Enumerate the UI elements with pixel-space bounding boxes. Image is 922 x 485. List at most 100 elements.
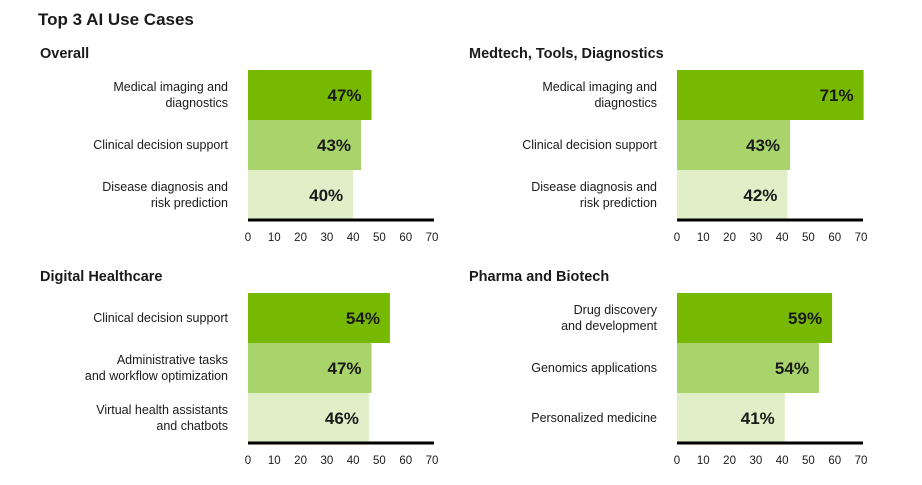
category-label-line: risk prediction (151, 196, 228, 210)
bar (677, 393, 785, 443)
chart-title: Digital Healthcare (40, 269, 163, 285)
category-label: Disease diagnosis and risk prediction (531, 180, 657, 210)
chart-title: Medtech, Tools, Diagnostics (469, 46, 664, 62)
x-tick-label: 0 (245, 455, 251, 467)
x-tick-label: 0 (674, 232, 680, 244)
bar-value-label: 40% (309, 186, 343, 205)
x-tick-label: 60 (399, 455, 412, 467)
bar (248, 393, 369, 443)
bar (248, 170, 354, 220)
chart-panel-digital-healthcare: Digital Healthcare 54% Clinical decision … (38, 269, 478, 484)
category-label: Clinical decision support (93, 138, 228, 152)
chart-title: Pharma and Biotech (469, 269, 610, 285)
x-tick-label: 0 (674, 455, 680, 467)
chart-title: Overall (40, 46, 90, 62)
bar-value-label: 42% (743, 186, 777, 205)
x-tick-label: 70 (855, 455, 868, 467)
bar-value-label: 41% (741, 409, 775, 428)
category-label-line: diagnostics (594, 96, 657, 110)
x-tick-label: 50 (373, 232, 386, 244)
category-label-line: Administrative tasks (117, 353, 228, 367)
category-label: Drug discovery and development (561, 303, 658, 333)
category-label: Medical imaging and diagnostics (542, 80, 657, 110)
x-tick-label: 10 (268, 455, 281, 467)
category-label-line: Clinical decision support (93, 311, 228, 325)
category-label-line: Disease diagnosis and (531, 180, 657, 194)
page-title: Top 3 AI Use Cases (38, 10, 194, 29)
bar-value-label: 46% (325, 409, 359, 428)
bar (677, 343, 819, 393)
category-label: Clinical decision support (522, 138, 657, 152)
x-tick-label: 20 (294, 232, 307, 244)
bar-value-label: 43% (317, 136, 351, 155)
category-label-line: Drug discovery (574, 303, 658, 317)
x-tick-label: 30 (749, 232, 762, 244)
bar-chart: 71% Medical imaging and diagnostics 43% Clin… (522, 70, 868, 244)
bar-value-label: 43% (746, 136, 780, 155)
category-label-line: Disease diagnosis and (102, 180, 228, 194)
chart-panel-medtech: Medtech, Tools, Diagnostics 71% Medical i… (467, 46, 907, 261)
bar-value-label: 47% (328, 359, 362, 378)
x-tick-label: 40 (776, 455, 789, 467)
bar (677, 120, 791, 170)
category-label-line: and chatbots (156, 419, 228, 433)
category-label-line: Genomics applications (531, 361, 657, 375)
x-tick-label: 60 (399, 232, 412, 244)
category-label-line: Virtual health assistants (96, 403, 228, 417)
bar-chart: 47% Medical imaging and diagnostics 43% Clin… (93, 70, 439, 244)
bar-chart: 54% Clinical decision support 47% Administr… (85, 293, 439, 467)
bar (677, 70, 864, 120)
category-label: Genomics applications (531, 361, 657, 375)
x-tick-label: 70 (426, 455, 439, 467)
bar (677, 293, 833, 343)
bar-value-label: 59% (788, 309, 822, 328)
x-tick-label: 60 (828, 232, 841, 244)
bar (248, 70, 372, 120)
bar (248, 343, 372, 393)
x-tick-label: 40 (776, 232, 789, 244)
category-label-line: Personalized medicine (531, 411, 657, 425)
x-tick-label: 30 (320, 455, 333, 467)
bar (248, 120, 362, 170)
x-tick-label: 70 (426, 232, 439, 244)
category-label-line: Medical imaging and (113, 80, 228, 94)
category-label-line: and workflow optimization (85, 369, 228, 383)
chart-panel-pharma-biotech: Pharma and Biotech 59% Drug discovery and … (467, 269, 907, 484)
bar (248, 293, 390, 343)
category-label: Medical imaging and diagnostics (113, 80, 228, 110)
x-tick-label: 50 (802, 455, 815, 467)
x-tick-label: 40 (347, 232, 360, 244)
category-label: Clinical decision support (93, 311, 228, 325)
x-tick-label: 0 (245, 232, 251, 244)
x-tick-label: 10 (697, 455, 710, 467)
bar-value-label: 54% (775, 359, 809, 378)
bar-value-label: 47% (328, 86, 362, 105)
category-label-line: Clinical decision support (522, 138, 657, 152)
bar (677, 170, 788, 220)
category-label-line: risk prediction (580, 196, 657, 210)
x-tick-label: 10 (268, 232, 281, 244)
x-tick-label: 30 (320, 232, 333, 244)
x-tick-label: 30 (749, 455, 762, 467)
x-tick-label: 60 (828, 455, 841, 467)
bar-value-label: 71% (820, 86, 854, 105)
category-label: Administrative tasks and workflow optimiz… (85, 353, 228, 383)
x-tick-label: 40 (347, 455, 360, 467)
category-label: Personalized medicine (531, 411, 657, 425)
x-tick-label: 10 (697, 232, 710, 244)
chart-panel-overall: Overall 47% Medical imaging and diagnostic… (38, 46, 478, 261)
category-label-line: and development (561, 319, 657, 333)
category-label-line: Clinical decision support (93, 138, 228, 152)
x-tick-label: 20 (294, 455, 307, 467)
category-label: Virtual health assistants and chatbots (96, 403, 228, 433)
x-tick-label: 70 (855, 232, 868, 244)
x-tick-label: 50 (373, 455, 386, 467)
x-tick-label: 20 (723, 455, 736, 467)
category-label: Disease diagnosis and risk prediction (102, 180, 228, 210)
category-label-line: Medical imaging and (542, 80, 657, 94)
bar-chart: 59% Drug discovery and development 54% Genom… (531, 293, 868, 467)
bar-value-label: 54% (346, 309, 380, 328)
category-label-line: diagnostics (165, 96, 228, 110)
x-tick-label: 20 (723, 232, 736, 244)
x-tick-label: 50 (802, 232, 815, 244)
